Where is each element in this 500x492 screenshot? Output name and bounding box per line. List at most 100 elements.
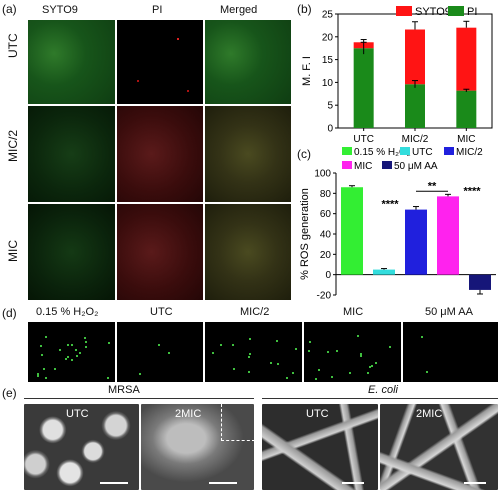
group-line-ecoli bbox=[262, 398, 498, 399]
fluorescent-cell bbox=[348, 372, 351, 375]
label-d-h2o2: 0.15 % H₂O₂ bbox=[36, 306, 99, 318]
fluorescent-cell bbox=[84, 337, 87, 340]
fluorescent-cell bbox=[59, 349, 62, 352]
scale-bar bbox=[209, 482, 237, 484]
y-tick-label: 20 bbox=[320, 250, 332, 261]
panel-label-e: (e) bbox=[2, 386, 17, 400]
fluorescent-cell bbox=[277, 362, 280, 365]
fluorescent-cell bbox=[71, 344, 74, 347]
legend-swatch bbox=[400, 147, 410, 155]
group-label-ecoli: E. coli bbox=[368, 384, 398, 396]
fluorescent-cell bbox=[85, 346, 88, 349]
y-tick-label: 15 bbox=[322, 55, 334, 66]
fluorescent-cell bbox=[307, 349, 310, 352]
sem-label-mrsa-utc: UTC bbox=[66, 408, 89, 420]
legend-label: 50 μM AA bbox=[394, 161, 438, 172]
fluorescence-mic2 bbox=[205, 322, 302, 382]
fluorescent-cell bbox=[108, 342, 111, 345]
fluorescent-cell bbox=[336, 349, 339, 352]
micrograph-mic-pi bbox=[117, 204, 203, 300]
fluorescence-mic bbox=[304, 322, 401, 382]
fluorescent-cell bbox=[375, 362, 377, 365]
y-tick-label: 5 bbox=[327, 101, 333, 112]
panel-label-b: (b) bbox=[297, 2, 312, 16]
legend-label-syto9: SYTO9 bbox=[415, 6, 451, 18]
legend-label: MIC/2 bbox=[456, 147, 483, 158]
fluorescence-h2o2 bbox=[28, 322, 115, 382]
mfi-stacked-bar-chart: 0 5 10 15 20 25 M. F. I UTC MIC/2 MIC SYTO9 PI bbox=[301, 6, 493, 145]
fluorescent-cell bbox=[269, 362, 272, 365]
fluorescent-cell bbox=[75, 348, 78, 351]
row-label-utc: UTC bbox=[6, 33, 20, 58]
label-d-mic: MIC bbox=[343, 306, 364, 318]
x-tick-label: MIC bbox=[457, 134, 475, 145]
fluorescent-cell bbox=[318, 368, 321, 371]
y-tick-label: 25 bbox=[322, 10, 334, 21]
micrograph-mic2-pi bbox=[117, 106, 203, 202]
sem-label-ecoli-2mic: 2MIC bbox=[416, 408, 443, 420]
fluorescent-cell bbox=[286, 376, 289, 379]
micrograph-mic-syto9 bbox=[28, 204, 115, 300]
bar-3 bbox=[437, 196, 459, 275]
fluorescent-cell bbox=[369, 366, 372, 369]
scale-bar bbox=[342, 482, 364, 484]
y-tick-label: 20 bbox=[322, 32, 334, 43]
fluorescent-cell bbox=[44, 377, 47, 380]
fluorescent-cell bbox=[232, 367, 235, 370]
legend-swatch bbox=[342, 161, 352, 169]
fluorescent-cell bbox=[294, 348, 297, 351]
fluorescent-cell bbox=[157, 344, 160, 347]
fluorescent-cell bbox=[107, 376, 110, 379]
micrograph-utc-syto9 bbox=[28, 20, 115, 104]
sem-ecoli-2mic: 2MIC bbox=[380, 404, 498, 490]
fluorescent-cell bbox=[66, 356, 69, 359]
y-tick-label: 80 bbox=[320, 189, 332, 200]
fluorescent-cell bbox=[360, 354, 363, 357]
fluorescent-cell bbox=[331, 376, 334, 379]
bar-0 bbox=[341, 187, 363, 275]
fluorescent-cell bbox=[275, 339, 278, 342]
legend-swatch bbox=[382, 161, 392, 169]
legend-label: MIC bbox=[354, 161, 372, 172]
y-axis-label: M. F. I bbox=[301, 56, 313, 86]
legend-label: 0.15 % H₂O₂ bbox=[354, 147, 411, 158]
column-label-pi: PI bbox=[152, 4, 163, 16]
label-d-utc: UTC bbox=[150, 306, 173, 318]
sem-label-ecoli-utc: UTC bbox=[306, 408, 329, 420]
micrograph-mic2-syto9 bbox=[28, 106, 115, 202]
panel-label-d: (d) bbox=[2, 306, 17, 320]
y-tick-label: 10 bbox=[322, 78, 334, 89]
fluorescent-cell bbox=[43, 368, 46, 370]
micrograph-utc-pi bbox=[117, 20, 203, 104]
legend-swatch-syto9 bbox=[396, 6, 412, 16]
fluorescent-cell bbox=[78, 352, 81, 355]
fluorescent-cell bbox=[40, 344, 43, 347]
fluorescent-cell bbox=[76, 355, 79, 358]
fluorescent-cell bbox=[326, 351, 329, 354]
bar-pi-mic bbox=[456, 90, 477, 128]
significance-label: **** bbox=[463, 185, 481, 197]
fluorescent-cell bbox=[85, 340, 88, 343]
fluorescent-cell bbox=[247, 355, 250, 358]
fluorescent-cell bbox=[64, 358, 67, 361]
fluorescent-cell bbox=[247, 370, 250, 373]
fluorescent-cell bbox=[371, 364, 374, 367]
legend-swatch bbox=[342, 147, 352, 155]
column-label-syto9: SYTO9 bbox=[42, 4, 78, 16]
bar-syto9-mic2 bbox=[405, 29, 425, 85]
inset-box bbox=[221, 404, 254, 441]
bar-syto9-mic bbox=[456, 27, 477, 91]
y-tick-label: 0 bbox=[327, 124, 333, 135]
scale-bar bbox=[100, 482, 128, 484]
fluorescent-cell bbox=[139, 372, 142, 375]
sem-ecoli-utc: UTC bbox=[262, 404, 378, 490]
legend-label: UTC bbox=[412, 147, 433, 158]
label-d-aa: 50 μM AA bbox=[425, 306, 473, 318]
fluorescent-cell bbox=[232, 344, 235, 347]
fluorescent-cell bbox=[309, 340, 312, 343]
y-tick-label: 0 bbox=[325, 270, 331, 281]
fluorescent-cell bbox=[220, 343, 223, 346]
bar-4 bbox=[469, 274, 491, 290]
legend-label-pi: PI bbox=[467, 6, 477, 18]
